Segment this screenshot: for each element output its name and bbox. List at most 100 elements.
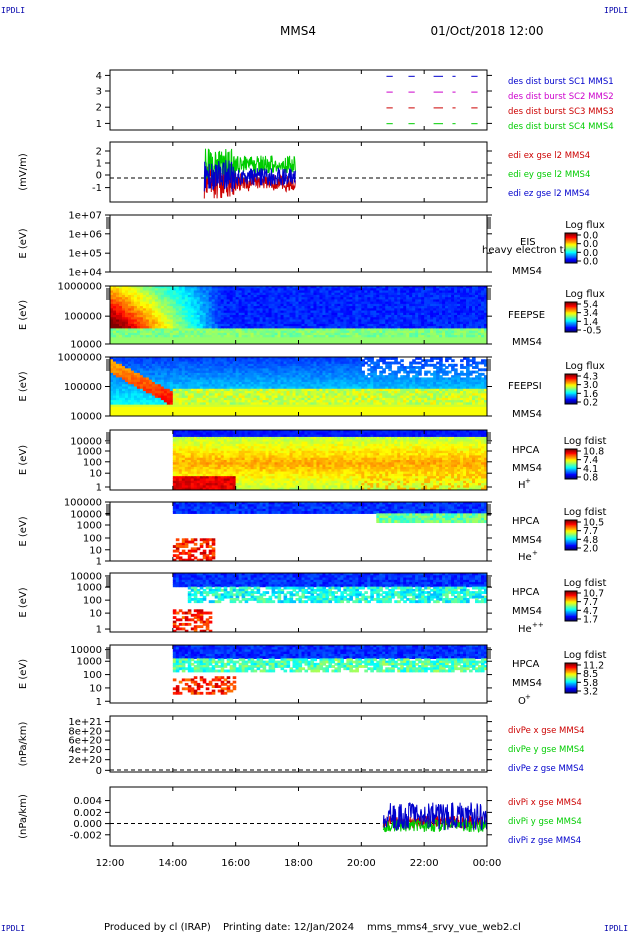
spectrogram-cell [184, 400, 189, 403]
spectrogram-cell [271, 306, 276, 309]
spectrogram-cell [259, 301, 264, 305]
spectrogram-cell [310, 319, 315, 323]
spectrogram-cell [127, 400, 132, 403]
spectrogram-cell [451, 286, 455, 289]
spectrogram-cell [268, 386, 273, 390]
spectrogram-cell [157, 370, 162, 374]
spectrogram-cell [385, 301, 389, 305]
spectrogram-cell [202, 359, 207, 363]
spectrogram-cell [157, 330, 162, 334]
spectrogram-cell [235, 375, 240, 379]
spectrogram-cell [157, 339, 162, 343]
spectrogram-cell [424, 337, 428, 341]
spectrogram-cell [421, 312, 425, 316]
spectrogram-cell [316, 290, 321, 294]
spectrogram-cell [259, 375, 264, 379]
spectrogram-cell [262, 290, 267, 294]
spectrogram-cell [292, 337, 297, 341]
spectrogram-cell [427, 290, 431, 294]
spectrogram-cell [466, 341, 470, 344]
spectrogram-cell [193, 406, 198, 410]
spectrogram-cell [247, 388, 252, 392]
spectrogram-cell [451, 323, 455, 327]
spectrogram-cell [331, 321, 336, 325]
spectrogram-cell [205, 413, 210, 416]
spectrogram-cell [280, 303, 285, 307]
spectrogram-cell [454, 321, 458, 325]
spectrogram-cell [130, 411, 135, 415]
spectrogram-cell [172, 368, 177, 372]
spectrogram-cell [118, 303, 123, 307]
spectrogram-cell [403, 335, 407, 338]
spectrogram-cell [172, 397, 177, 401]
spectrogram-cell [202, 319, 207, 323]
spectrogram-cell [280, 335, 285, 338]
spectrogram-cell [268, 308, 273, 312]
spectrogram-cell [232, 308, 237, 312]
spectrogram-cell [484, 292, 487, 296]
spectrogram-cell [409, 328, 413, 332]
spectrogram-cell [382, 306, 386, 309]
spectrogram-cell [460, 290, 464, 294]
spectrogram-cell [304, 341, 309, 344]
spectrogram-cell [307, 328, 312, 332]
spectrogram-cell [226, 409, 231, 413]
colorbar-cell [565, 254, 577, 256]
spectrogram-cell [358, 326, 362, 329]
spectrogram-cell [118, 288, 123, 292]
spectrogram-cell [253, 397, 258, 401]
spectrogram-cell [262, 337, 267, 341]
spectrogram-cell [205, 368, 210, 372]
spectrogram-cell [292, 306, 297, 309]
spectrogram-cell [310, 286, 315, 289]
spectrogram-cell [394, 315, 398, 318]
spectrogram-cell [271, 397, 276, 401]
spectrogram-cell [271, 411, 276, 415]
spectrogram-cell [229, 310, 234, 314]
spectrogram-cell [157, 400, 162, 403]
spectrogram-cell [208, 366, 213, 369]
spectrogram-cell [259, 411, 264, 415]
spectrogram-cell [241, 335, 246, 338]
spectrogram-cell [367, 335, 371, 338]
spectrogram-cell [145, 341, 150, 344]
spectrogram-cell [256, 294, 261, 298]
spectrogram-cell [175, 301, 180, 305]
spectrogram-cell [229, 290, 234, 294]
spectrogram-cell [283, 335, 288, 338]
spectrogram-cell [151, 393, 156, 397]
spectrogram-cell [112, 317, 117, 321]
spectrogram-cell [226, 397, 231, 401]
spectrogram-cell [124, 363, 129, 367]
spectrogram-cell [394, 297, 398, 300]
spectrogram-cell [175, 402, 180, 406]
spectrogram-cell [160, 400, 165, 403]
spectrogram-cell [484, 335, 487, 338]
spectrogram-cell [283, 337, 288, 341]
spectrogram-cell [172, 308, 177, 312]
spectrogram-cell [124, 370, 129, 374]
spectrogram-cell [217, 366, 222, 369]
spectrogram-cell [250, 357, 255, 360]
spectrogram-cell [181, 379, 186, 383]
spectrogram-cell [292, 326, 297, 329]
spectrogram-cell [232, 395, 237, 399]
spectrogram-cell [178, 375, 183, 379]
spectrogram-cell [169, 388, 174, 392]
spectrogram-cell [151, 288, 156, 292]
spectrogram-cell [259, 366, 264, 369]
spectrogram-cell [124, 377, 129, 381]
spectrogram-cell [397, 308, 401, 312]
spectrogram-cell [379, 317, 383, 321]
panel-burst-plot-area [386, 75, 478, 125]
spectrogram-cell [160, 308, 165, 312]
spectrogram-cell [139, 301, 144, 305]
spectrogram-cell [367, 339, 371, 343]
spectrogram-cell [343, 310, 347, 314]
spectrogram-cell [184, 303, 189, 307]
spectrogram-cell [226, 357, 231, 360]
spectrogram-cell [361, 330, 365, 334]
spectrogram-cell [337, 341, 341, 344]
spectrogram-cell [430, 288, 434, 292]
spectrogram-cell [250, 288, 255, 292]
